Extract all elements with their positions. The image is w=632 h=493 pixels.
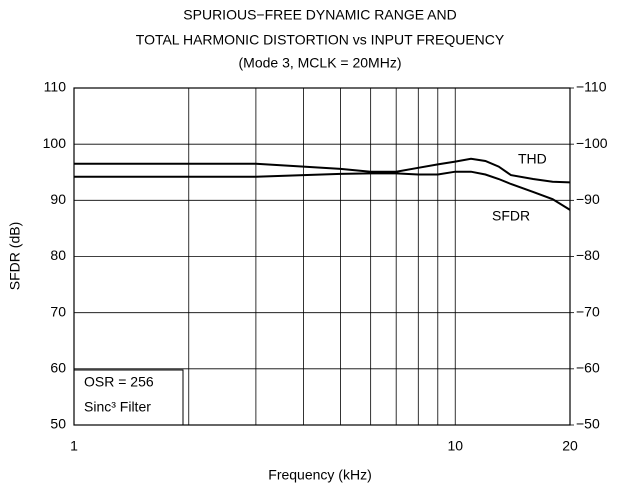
- y2-tick-label: −100: [576, 135, 608, 151]
- series-label: THD: [518, 151, 547, 167]
- x-tick-label: 20: [562, 438, 578, 454]
- y-tick-label: 70: [50, 303, 66, 319]
- series-line: [74, 170, 571, 211]
- x-axis-label: Frequency (kHz): [268, 467, 371, 483]
- annotation-box: [73, 369, 184, 426]
- y2-tick-label: −50: [576, 416, 600, 432]
- annotation: Sinc³ Filter: [84, 399, 151, 415]
- chart-title: TOTAL HARMONIC DISTORTION vs INPUT FREQU…: [136, 32, 505, 48]
- y-tick-label: 60: [50, 360, 66, 376]
- series-line: [74, 157, 571, 184]
- y2-tick-label: −60: [576, 360, 600, 376]
- y-tick-label: 80: [50, 247, 66, 263]
- series-label: SFDR: [492, 208, 530, 224]
- y2-tick-label: −80: [576, 247, 600, 263]
- chart-subtitle: (Mode 3, MCLK = 20MHz): [239, 55, 402, 71]
- annotation: OSR = 256: [84, 374, 154, 390]
- x-tick-label: 1: [70, 438, 78, 454]
- y-tick-label: 50: [50, 416, 66, 432]
- y-tick-label: 110: [44, 79, 67, 95]
- y2-tick-label: −110: [576, 79, 607, 95]
- chart-title: SPURIOUS−FREE DYNAMIC RANGE AND: [183, 7, 456, 23]
- y2-tick-label: −90: [576, 191, 600, 207]
- y-tick-label: 90: [50, 191, 66, 207]
- y-axis-label: SFDR (dB): [7, 222, 23, 290]
- plot-frame: [73, 87, 571, 426]
- y2-tick-label: −70: [576, 303, 600, 319]
- x-tick-label: 10: [447, 438, 463, 454]
- y-tick-label: 100: [43, 135, 67, 151]
